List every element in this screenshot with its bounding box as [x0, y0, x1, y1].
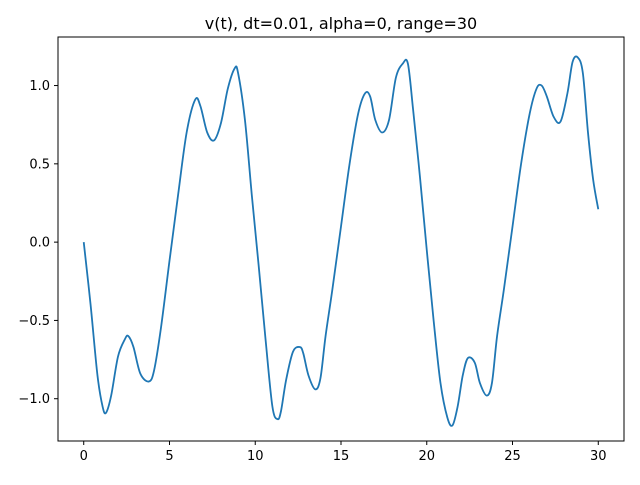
y-tick-label: 0.0 [29, 236, 50, 251]
plot-area [82, 55, 600, 427]
x-tick-label: 30 [590, 449, 607, 464]
x-tick-label: 15 [333, 449, 350, 464]
x-tick-label: 0 [80, 449, 88, 464]
axes-frame [57, 36, 625, 442]
y-tick-label: −1.0 [18, 392, 50, 407]
series-line [82, 55, 600, 427]
y-tick-label: 1.0 [29, 79, 50, 94]
y-tick-label: 0.5 [29, 157, 50, 172]
y-axis-ticks: −1.0 −0.5 0.0 0.5 1.0 [18, 79, 58, 407]
y-tick-label: −0.5 [18, 314, 50, 329]
x-axis-ticks: 0 5 10 15 20 25 30 [80, 441, 607, 464]
x-tick-label: 10 [247, 449, 264, 464]
x-tick-label: 20 [418, 449, 435, 464]
x-tick-label: 25 [504, 449, 521, 464]
chart-title: v(t), dt=0.01, alpha=0, range=30 [205, 14, 477, 33]
x-tick-label: 5 [165, 449, 173, 464]
